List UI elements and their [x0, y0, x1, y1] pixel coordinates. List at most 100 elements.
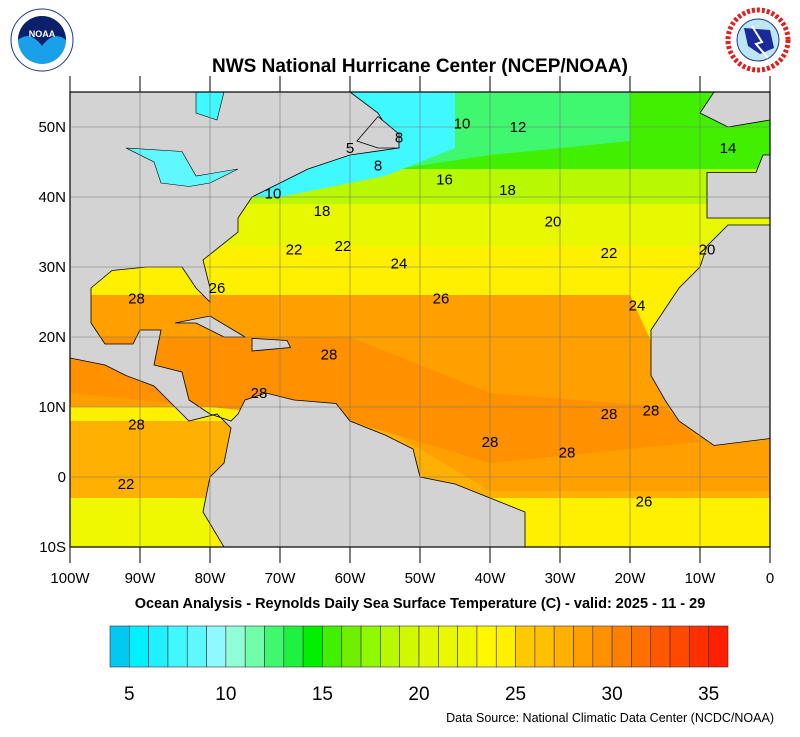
colorbar-swatch	[109, 625, 130, 668]
contour-label: 8	[395, 130, 403, 147]
colorbar-swatch	[438, 625, 458, 668]
colorbar-swatch	[302, 625, 323, 668]
colorbar-tick-label: 20	[408, 684, 429, 705]
data-source: Data Source: National Climatic Data Cent…	[446, 711, 774, 725]
contour-label: 24	[391, 256, 408, 273]
contour-label: 26	[433, 291, 450, 308]
contour-label: 26	[636, 494, 653, 511]
contour-label: 22	[335, 238, 352, 255]
land-newfoundland	[356, 115, 400, 149]
x-tick-label: 40W	[475, 570, 507, 587]
noaa-logo: NOAA	[10, 8, 74, 72]
x-tick-label: 90W	[125, 570, 157, 587]
colorbar-tick-label: 25	[505, 684, 526, 705]
contour-label: 26	[209, 280, 226, 297]
colorbar-tick-label: 10	[215, 684, 236, 705]
colorbar-swatch	[689, 625, 709, 668]
colorbar-tick-label: 35	[698, 684, 719, 705]
y-tick-label: 20N	[38, 329, 66, 346]
colorbar-swatch	[457, 625, 478, 668]
contour-label: 8	[374, 158, 382, 175]
colorbar-swatch	[611, 625, 632, 668]
x-tick-label: 10W	[685, 570, 717, 587]
map-subtitle: Ocean Analysis - Reynolds Daily Sea Surf…	[134, 596, 706, 612]
contour-label: 28	[601, 406, 618, 423]
colorbar-swatch	[495, 625, 516, 668]
x-tick-label: 80W	[195, 570, 227, 587]
land-hispaniola	[251, 337, 292, 352]
contour-label: 28	[643, 403, 660, 420]
contour-label: 28	[128, 417, 145, 434]
contour-label: 28	[128, 291, 145, 308]
x-tick-label: 70W	[265, 570, 297, 587]
contour-label: 28	[559, 445, 576, 462]
x-tick-label: 100W	[50, 570, 90, 587]
colorbar-swatch	[573, 625, 594, 668]
x-tick-label: 60W	[335, 570, 367, 587]
colorbar-swatch	[418, 625, 439, 668]
y-tick-label: 0	[58, 469, 66, 486]
colorbar-swatch	[206, 625, 227, 668]
colorbar-swatch	[631, 625, 652, 668]
contour-label: 18	[499, 182, 516, 199]
y-tick-label: 50N	[38, 119, 66, 136]
y-tick-label: 10N	[38, 399, 66, 416]
contour-label: 28	[251, 385, 268, 402]
colorbar-swatch	[360, 625, 381, 668]
contour-label: 24	[629, 298, 646, 315]
x-tick-label: 30W	[545, 570, 577, 587]
colorbar-swatch	[380, 625, 400, 668]
colorbar-swatch	[225, 625, 246, 668]
contour-label: 22	[286, 242, 303, 259]
land-british-isles	[699, 92, 770, 128]
colorbar-tick-label: 15	[312, 684, 333, 705]
colorbar-tick-label: 30	[602, 684, 623, 705]
contour-label: 18	[314, 203, 331, 220]
svg-text:NOAA: NOAA	[29, 29, 56, 39]
contour-label: 28	[321, 347, 338, 364]
sst-field	[70, 337, 700, 463]
contour-label: 22	[601, 245, 618, 262]
y-tick-label: 30N	[38, 259, 66, 276]
contour-label: 10	[454, 116, 471, 133]
colorbar-swatch	[244, 625, 265, 668]
land-africa	[650, 224, 770, 547]
colorbar-swatch	[167, 625, 188, 668]
nws-logo	[725, 7, 791, 73]
contour-label: 20	[699, 242, 716, 259]
x-tick-label: 0	[766, 570, 774, 587]
x-tick-label: 50W	[405, 570, 437, 587]
colorbar-swatch	[129, 625, 149, 668]
contour-label: 28	[482, 434, 499, 451]
land-north-america	[70, 92, 526, 547]
contour-label: 20	[545, 214, 562, 231]
contour-label: 16	[436, 172, 453, 189]
colorbar-swatch	[322, 625, 343, 668]
page-title: NWS National Hurricane Center (NCEP/NOAA…	[212, 56, 628, 77]
colorbar-swatch	[186, 625, 207, 668]
colorbar-swatch	[476, 625, 497, 668]
colorbar-swatch	[708, 625, 729, 668]
colorbar-swatch	[399, 625, 420, 668]
contour-label: 12	[510, 119, 527, 136]
colorbar-swatch	[553, 625, 574, 668]
colorbar-swatch	[283, 625, 304, 668]
contour-label: 5	[346, 140, 354, 157]
contour-label: 14	[720, 140, 737, 157]
colorbar-swatch	[650, 625, 671, 668]
colorbar-swatch	[534, 625, 555, 668]
y-tick-label: 40N	[38, 189, 66, 206]
colorbar-swatch	[515, 625, 536, 668]
colorbar-swatch	[148, 625, 169, 668]
land-iberia	[706, 154, 770, 219]
colorbar-swatch	[669, 625, 690, 668]
colorbar-swatch	[341, 625, 362, 668]
contour-label: 10	[265, 186, 282, 203]
y-tick-label: 10S	[39, 539, 66, 556]
contour-label: 22	[118, 476, 135, 493]
x-tick-label: 20W	[615, 570, 647, 587]
colorbar-swatch	[264, 625, 285, 668]
colorbar-swatch	[592, 625, 613, 668]
colorbar-tick-label: 5	[124, 684, 135, 705]
